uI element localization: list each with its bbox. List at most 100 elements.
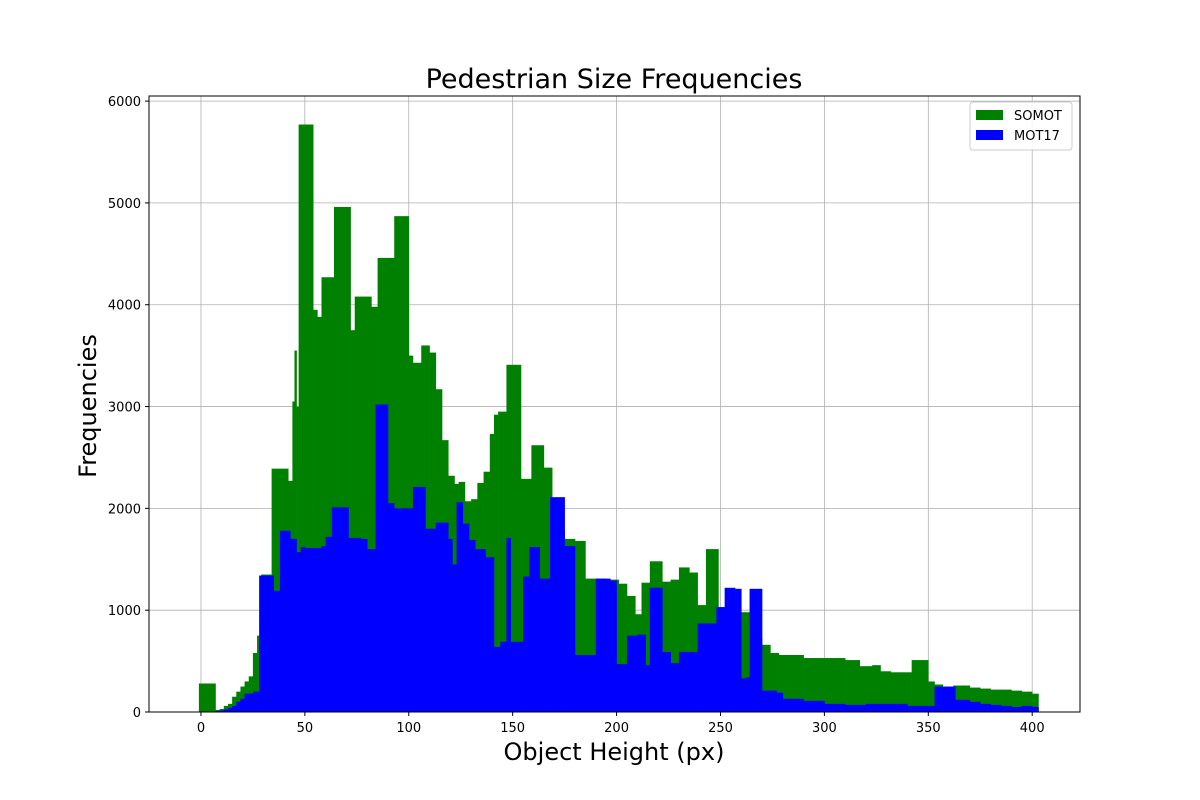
histogram-bar bbox=[678, 651, 690, 712]
histogram-bar bbox=[223, 709, 229, 712]
histogram-bar bbox=[236, 701, 241, 712]
histogram-bar bbox=[1021, 691, 1033, 712]
histogram-bar bbox=[273, 590, 281, 712]
histogram-bar bbox=[523, 576, 530, 712]
histogram-bar bbox=[980, 703, 991, 712]
histogram-bars bbox=[198, 124, 1039, 713]
x-tick-label: 200 bbox=[604, 721, 629, 736]
histogram-bar bbox=[689, 651, 698, 712]
histogram-bar bbox=[448, 538, 453, 712]
histogram-bar bbox=[990, 704, 1002, 712]
histogram-bar bbox=[947, 686, 956, 712]
y-tick-label: 6000 bbox=[108, 95, 141, 110]
histogram-bar bbox=[294, 350, 297, 712]
histogram-bar bbox=[705, 623, 717, 712]
histogram-bar bbox=[475, 549, 486, 712]
histogram-bar bbox=[375, 404, 389, 712]
x-tick-label: 0 bbox=[197, 721, 205, 736]
histogram-bar bbox=[716, 607, 725, 712]
x-tick-label: 250 bbox=[708, 721, 733, 736]
histogram-bar bbox=[317, 316, 322, 712]
histogram-bar bbox=[969, 701, 981, 712]
histogram-bar bbox=[595, 578, 611, 712]
histogram-bar bbox=[803, 658, 825, 712]
histogram-bar bbox=[803, 700, 825, 712]
histogram-bar bbox=[1032, 693, 1039, 712]
histogram-bar bbox=[616, 664, 628, 712]
histogram-bar bbox=[1001, 705, 1012, 712]
legend-label: SOMOT bbox=[1014, 109, 1062, 124]
histogram-bar bbox=[1001, 689, 1012, 712]
histogram-bar bbox=[252, 652, 258, 712]
histogram-bar bbox=[824, 703, 846, 712]
histogram-bar bbox=[886, 703, 908, 712]
histogram-bar bbox=[762, 644, 771, 712]
legend-swatch bbox=[976, 110, 1003, 120]
histogram-bar bbox=[741, 678, 746, 712]
histogram-bar bbox=[469, 539, 476, 712]
x-tick-label: 100 bbox=[396, 721, 421, 736]
histogram-bar bbox=[768, 690, 777, 712]
histogram-bar bbox=[198, 683, 216, 712]
histogram-bar bbox=[462, 523, 470, 712]
histogram-bar bbox=[745, 677, 750, 712]
histogram-bar bbox=[637, 634, 646, 712]
legend: SOMOT MOT17 bbox=[969, 101, 1073, 151]
histogram-bar bbox=[387, 503, 395, 712]
histogram-bar bbox=[575, 540, 586, 712]
histogram-bar bbox=[452, 564, 457, 712]
histogram-bar bbox=[232, 705, 237, 712]
legend-swatch bbox=[976, 130, 1003, 140]
histogram-bar bbox=[645, 665, 651, 712]
histogram-bar bbox=[670, 579, 680, 712]
series-mot17 bbox=[215, 404, 1039, 712]
histogram-bar bbox=[649, 587, 663, 712]
x-tick-label: 300 bbox=[812, 721, 837, 736]
histogram-bar bbox=[1021, 705, 1033, 712]
histogram-bar bbox=[223, 705, 229, 712]
histogram-bar bbox=[529, 547, 540, 712]
histogram-bar bbox=[425, 528, 437, 712]
histogram-bar bbox=[880, 671, 892, 712]
histogram-bar bbox=[575, 654, 586, 712]
histogram-bar bbox=[510, 641, 524, 712]
histogram-bar bbox=[500, 641, 507, 712]
histogram-bar bbox=[872, 665, 881, 712]
histogram-bar bbox=[662, 651, 671, 712]
histogram-bar bbox=[394, 508, 403, 712]
histogram-bar bbox=[321, 546, 326, 712]
histogram-bar bbox=[824, 658, 846, 712]
histogram-bar bbox=[498, 411, 507, 712]
histogram-bar bbox=[279, 530, 291, 712]
histogram-bar bbox=[670, 663, 680, 712]
histogram-bar bbox=[232, 696, 237, 712]
histogram-bar bbox=[762, 690, 769, 712]
histogram-bar bbox=[331, 507, 349, 712]
histogram-bar bbox=[845, 660, 861, 712]
y-tick-label: 1000 bbox=[108, 604, 141, 619]
plot-frame bbox=[148, 95, 1081, 713]
y-axis-title: Frequencies bbox=[74, 334, 102, 478]
histogram-bar bbox=[697, 623, 707, 712]
y-tick-label: 5000 bbox=[108, 197, 141, 212]
histogram-bar bbox=[749, 588, 763, 712]
histogram-bar bbox=[1011, 690, 1023, 712]
histogram-bar bbox=[770, 652, 779, 712]
y-tick-label: 0 bbox=[133, 706, 141, 721]
histogram-bar bbox=[776, 692, 784, 712]
histogram-bar bbox=[550, 497, 565, 712]
histogram-bar bbox=[244, 693, 254, 712]
x-axis-title: Object Height (px) bbox=[504, 738, 725, 766]
histogram-bar bbox=[506, 537, 511, 712]
histogram-bar bbox=[724, 587, 736, 712]
histogram-bar bbox=[1011, 706, 1023, 712]
histogram-bar bbox=[899, 672, 912, 712]
histogram-bar bbox=[456, 502, 464, 712]
histogram-bar bbox=[845, 704, 867, 712]
histogram-bar bbox=[626, 635, 638, 712]
histogram-bar bbox=[990, 689, 1002, 712]
histogram-bar bbox=[252, 691, 260, 712]
histogram-bar bbox=[371, 306, 378, 712]
